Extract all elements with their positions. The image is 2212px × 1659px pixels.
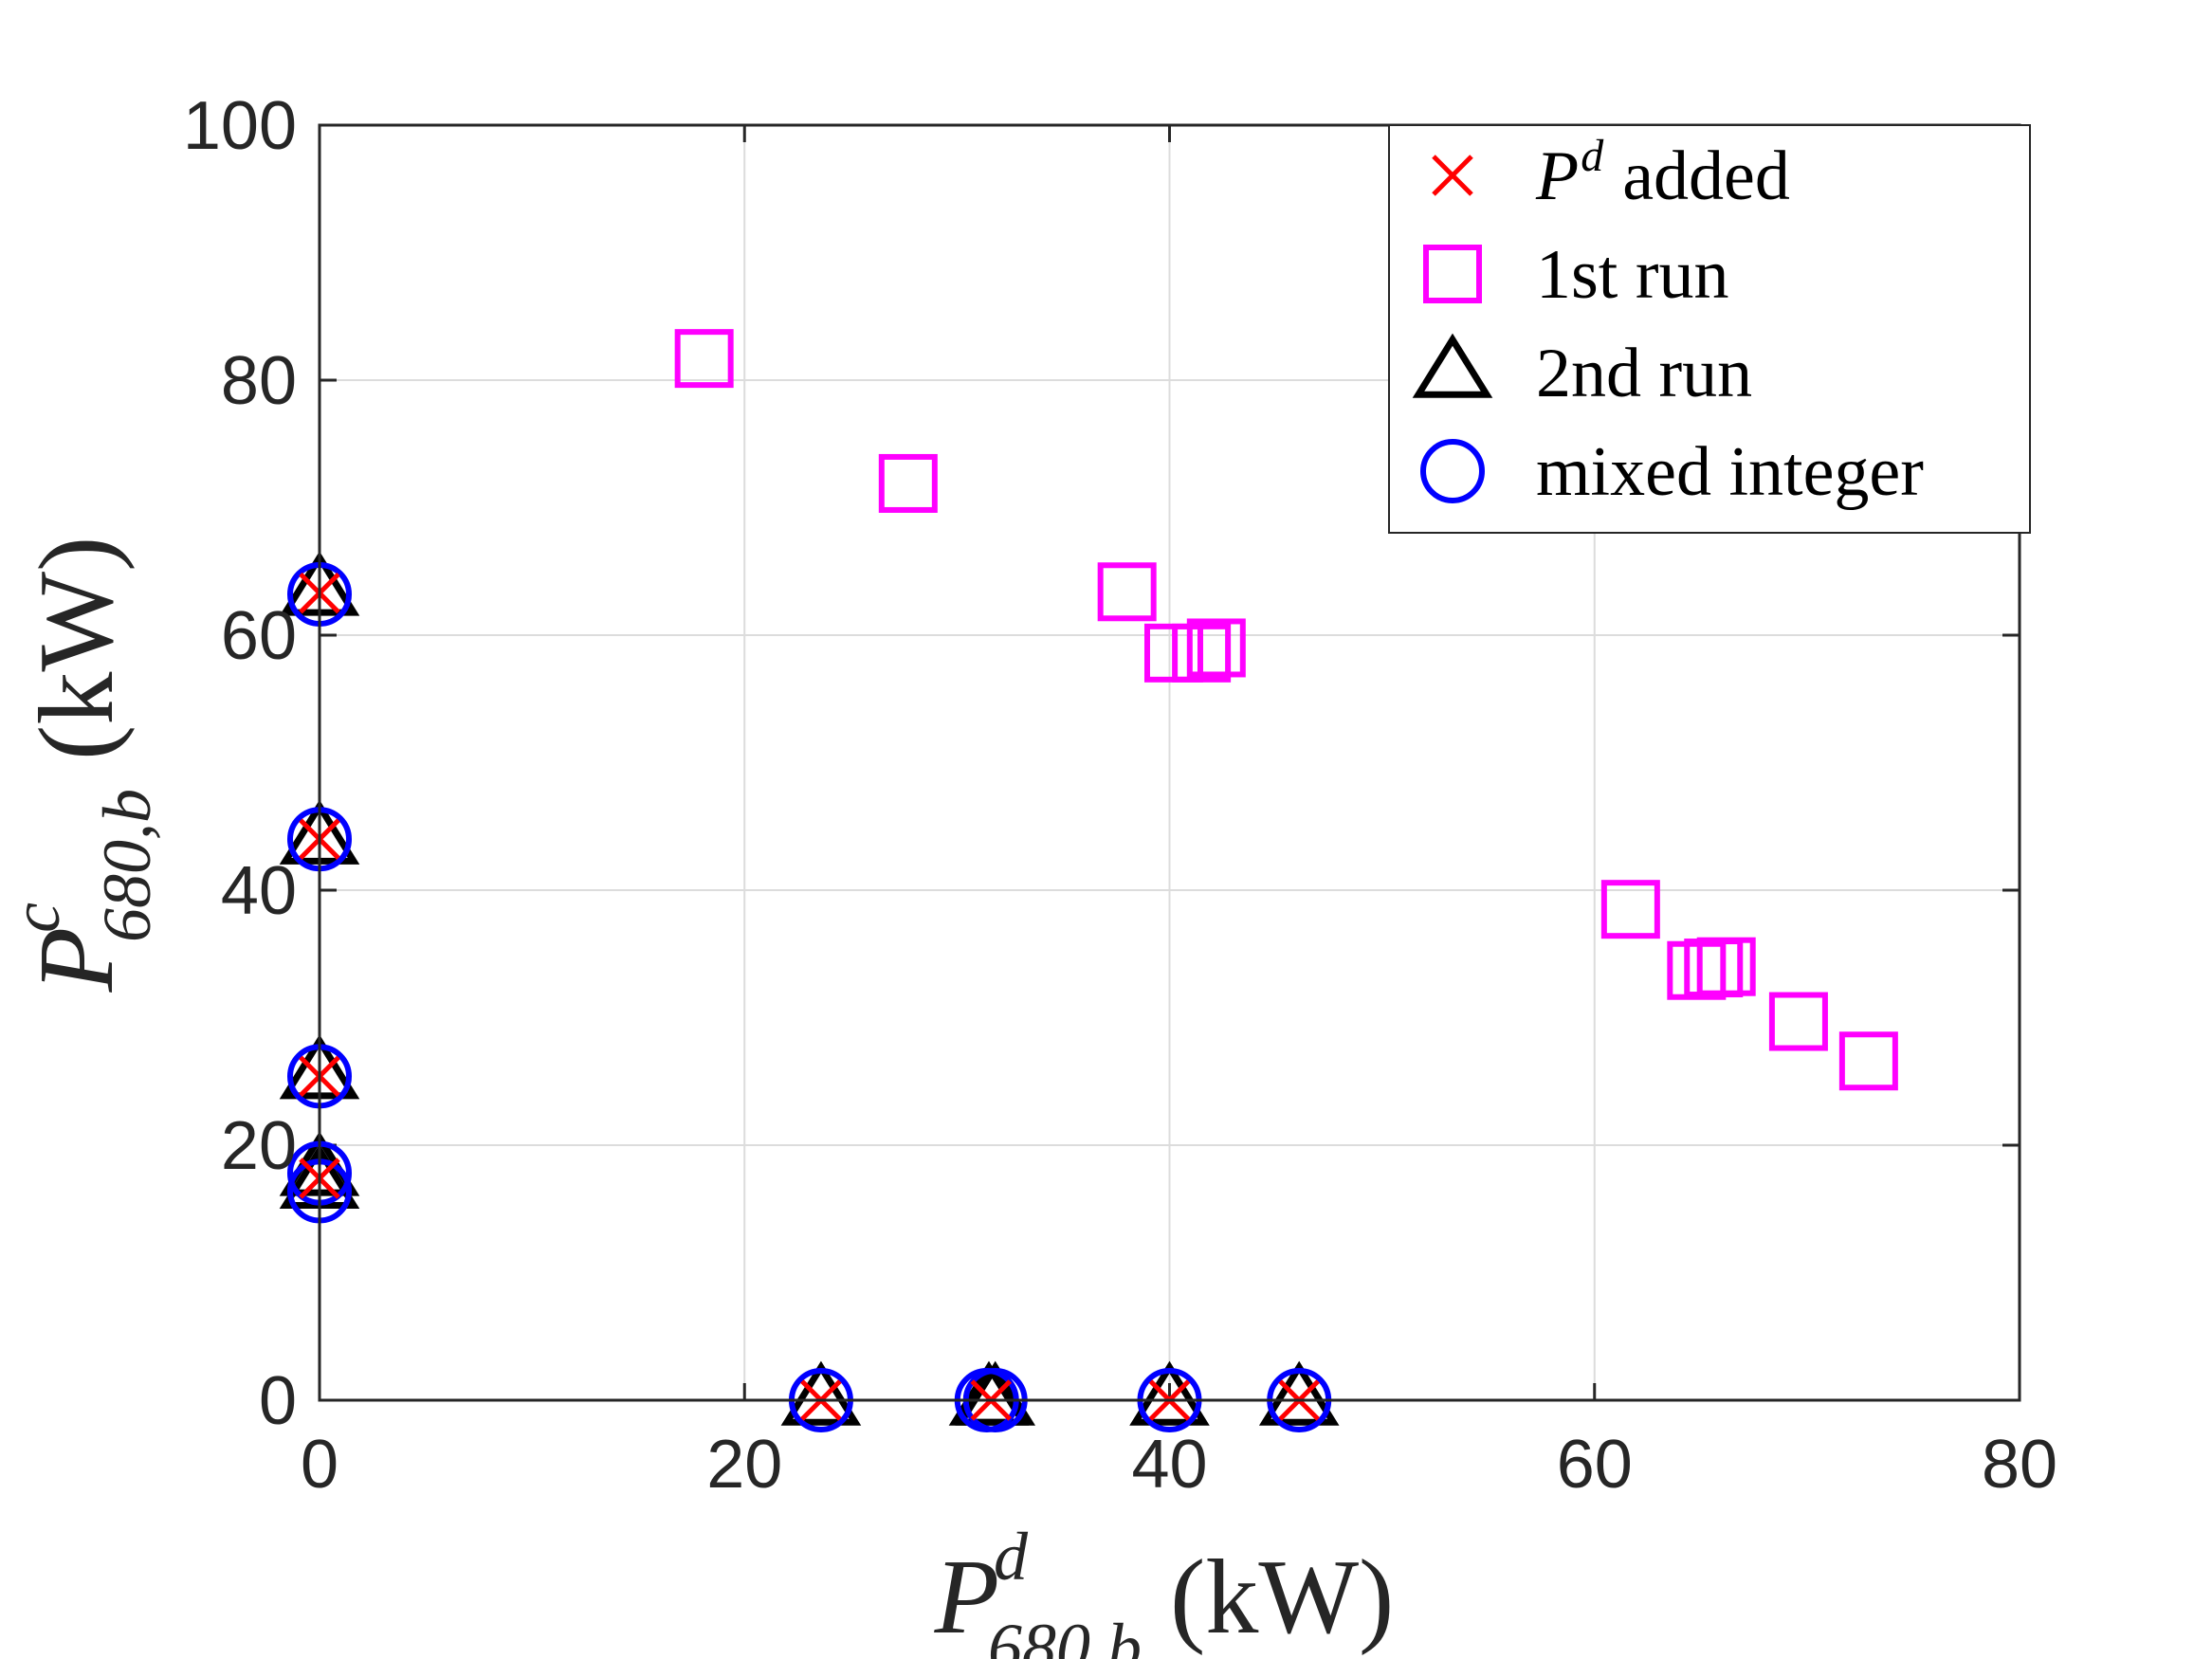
x-axis-subscript: 680,b [988,1610,1142,1659]
square-marker [1097,562,1157,622]
legend-label-mixed-integer: mixed integer [1536,433,1924,511]
y-tick-label: 20 [221,1108,297,1184]
triangle-marker [955,1360,1036,1426]
x-tick-label: 60 [1557,1427,1633,1503]
y-tick-label: 40 [221,853,297,929]
y-axis-symbol: P [18,927,136,993]
legend-label-1st-run: 1st run [1536,236,1729,314]
square-marker [1696,937,1756,996]
square-marker [674,329,734,389]
legend-x-marker-icon [1432,155,1473,196]
y-axis-superscript: c [0,902,74,933]
axes-frame [318,123,2021,1402]
legend-square-marker-icon [1423,245,1482,303]
legend-circle-glyph [1420,439,1485,503]
legend-entry-2nd-run: 2nd run [1412,333,1752,412]
y-tick-labels: 0 20 40 60 80 100 [183,88,297,1439]
legend-entry-mixed-integer: mixed integer [1420,433,1924,511]
legend-triangle-glyph [1412,333,1493,398]
square-marker [1600,880,1660,939]
data-markers [279,329,1898,1432]
x-axis-label: Pd 680,b (kW) [934,1519,1395,1659]
square-marker [1186,618,1246,678]
x-axis-superscript: d [994,1519,1029,1595]
x-axis-symbol: P [934,1539,999,1656]
y-tick-label: 80 [221,343,297,419]
square-marker [1768,992,1828,1051]
legend-triangle-marker-icon [1412,333,1493,398]
y-tick-label: 60 [221,598,297,674]
legend-circle-marker-icon [1420,439,1485,503]
triangle-marker [1258,1360,1340,1426]
legend-entry-1st-run: 1st run [1423,236,1729,314]
square-marker [1838,1031,1898,1091]
y-axis-subscript: 680,b [89,789,165,942]
legend: Pd added 1st run 2nd run mixed integer [1388,124,2031,534]
legend-square-glyph [1423,245,1482,303]
square-marker [1172,623,1232,683]
series-square [674,329,1898,1091]
x-tick-label: 20 [706,1427,782,1503]
triangle-marker [780,1360,862,1426]
legend-pd-superscript: d [1581,131,1604,181]
x-tick-label: 80 [1982,1427,2057,1503]
legend-pd-text: added [1622,137,1790,215]
legend-x-glyph [1432,155,1473,196]
square-marker [878,453,938,513]
legend-entry-pd-added: Pd added [1432,131,1790,215]
x-tick-labels: 0 20 40 60 80 [301,1427,2057,1503]
x-axis-unit: (kW) [1170,1539,1394,1656]
y-axis-label: Pc 680,b (kW) [0,537,165,994]
legend-label-pd-added: Pd added [1535,131,1790,215]
legend-x-glyph-stroke [1432,155,1473,196]
triangle-marker [1129,1360,1210,1426]
legend-label-2nd-run: 2nd run [1536,335,1752,412]
y-tick-label: 0 [259,1363,297,1439]
legend-pd-symbol: P [1535,137,1579,215]
y-tick-label: 100 [183,88,297,164]
y-axis-unit: (kW) [18,537,136,760]
legend-box [1388,124,2031,534]
x-tick-label: 0 [301,1427,338,1503]
x-tick-label: 40 [1131,1427,1207,1503]
